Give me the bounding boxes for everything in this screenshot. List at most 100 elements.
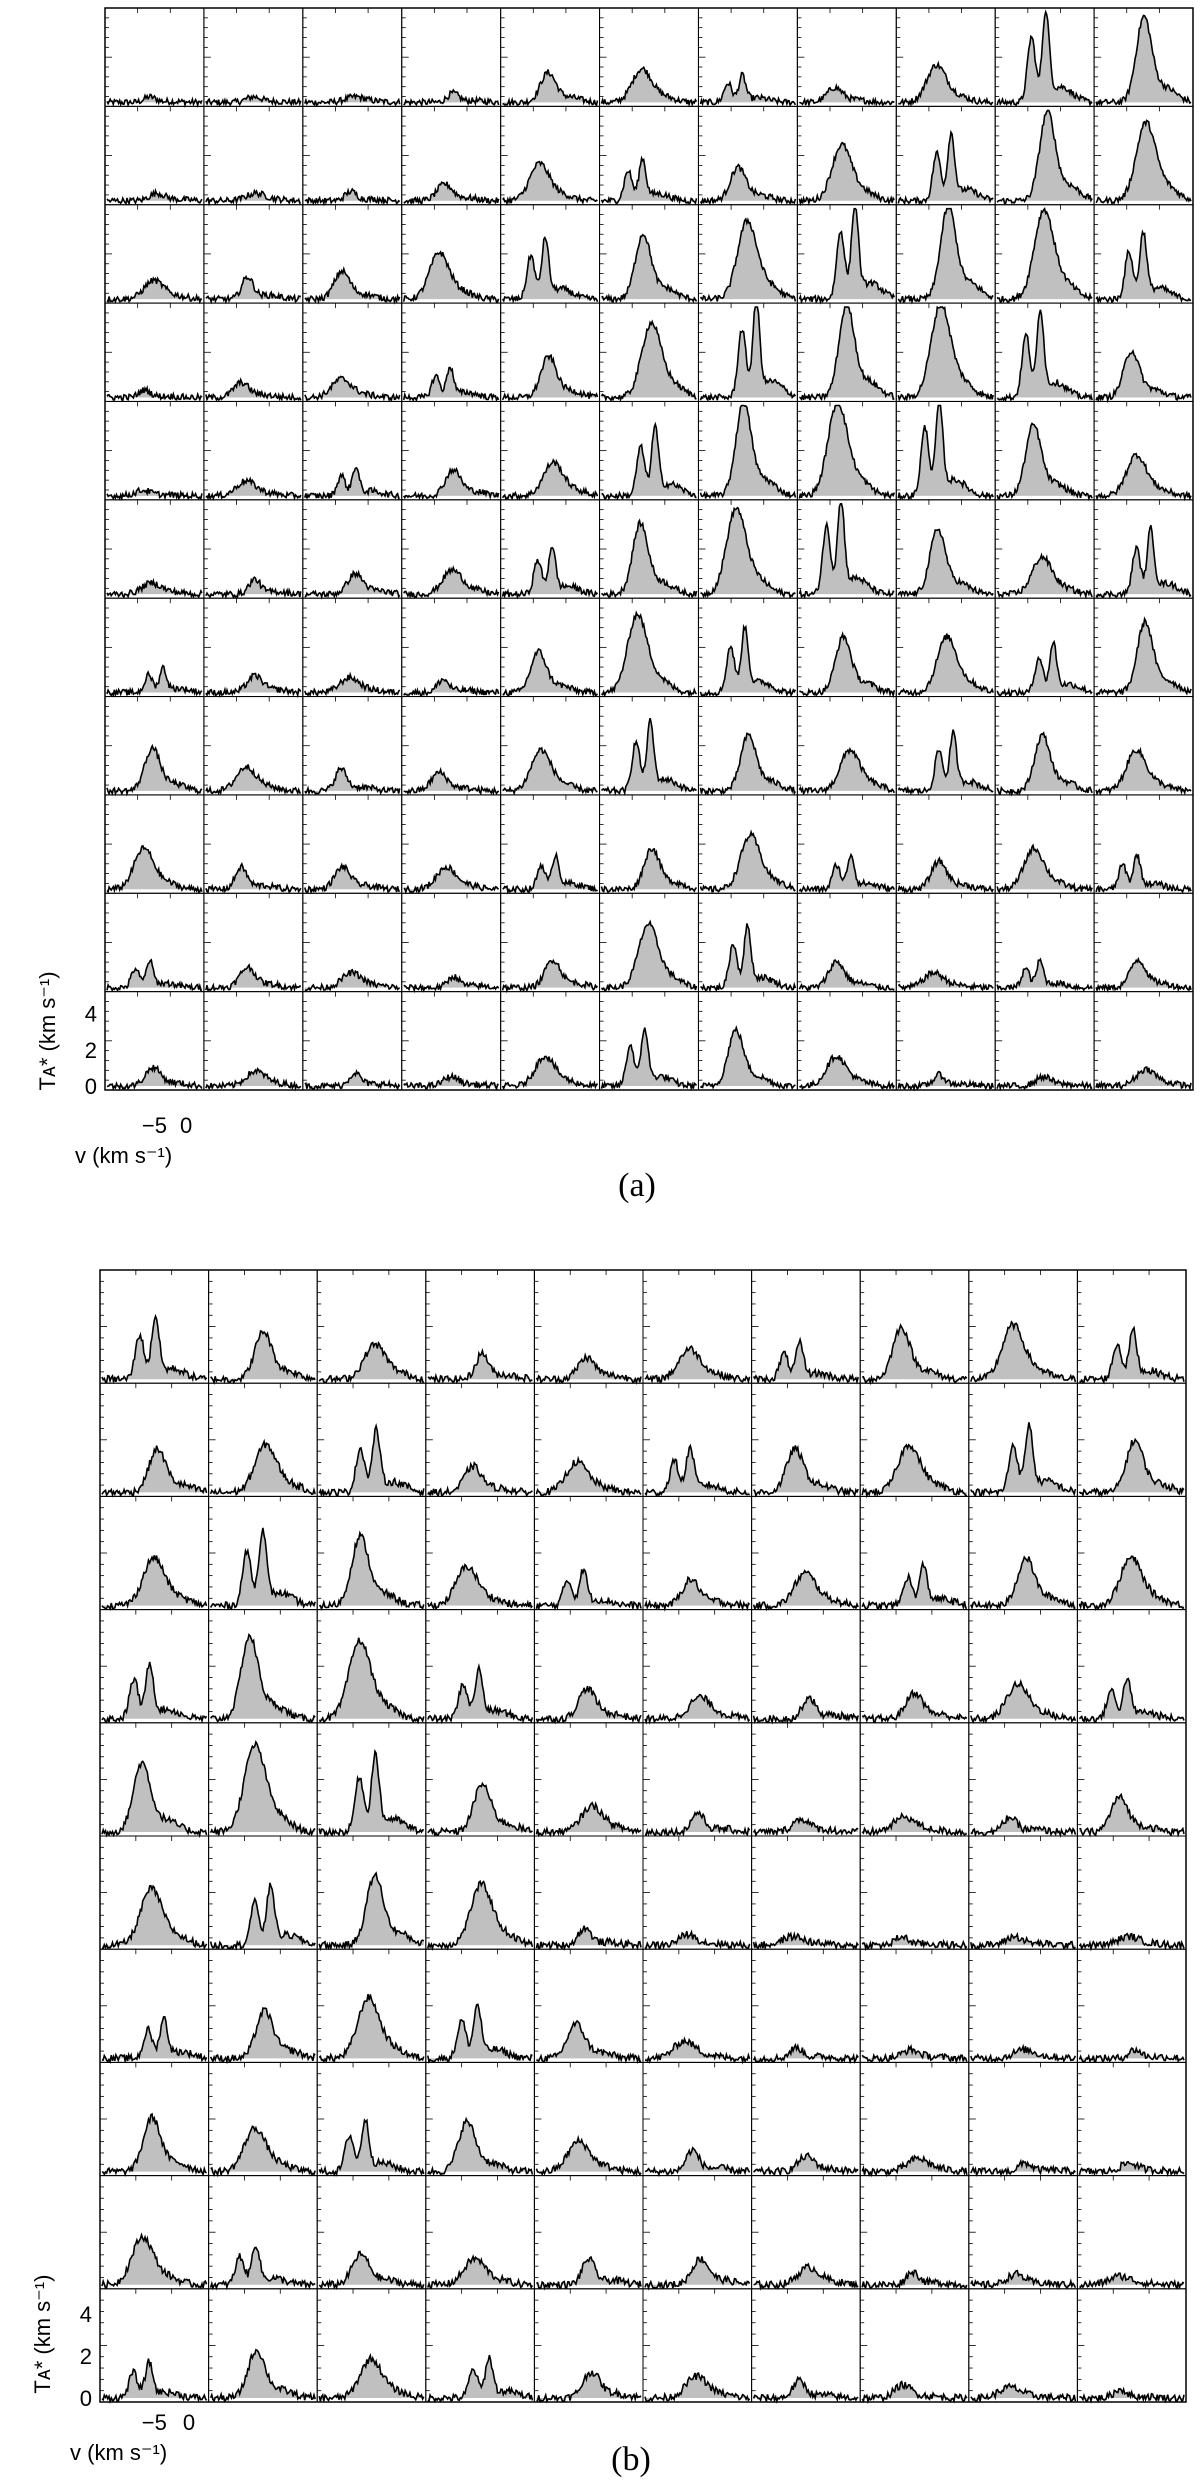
spectrum-fill [862, 2046, 967, 2062]
spectrum-fill [970, 1321, 1076, 1382]
spectrum-line [699, 306, 797, 402]
spectrum-line [101, 1661, 208, 1724]
spectrum-cell [994, 105, 1095, 206]
spectrum-line [970, 2269, 1077, 2290]
spectrum-fill [700, 733, 796, 794]
spectrum-cell [208, 2175, 318, 2291]
spectrum-line [1079, 1792, 1185, 1838]
spectrum-line [600, 847, 698, 894]
spectrum-fill [210, 2008, 316, 2062]
spectrum-cell [599, 794, 699, 894]
spectrum-fill [862, 1562, 967, 1609]
y-tick-label: 2 [85, 1038, 97, 1063]
spectrum-line [600, 319, 697, 403]
spectrum-fill [1096, 749, 1191, 794]
spectrum-line [536, 2019, 642, 2065]
spectrum-cell [203, 499, 304, 600]
spectrum-fill [205, 577, 301, 597]
spectrum-cell [302, 204, 403, 305]
spectrum-cell [599, 991, 699, 1091]
spectrum-cell [533, 2288, 644, 2404]
spectrum-fill [700, 626, 796, 696]
spectrum-fill [502, 161, 598, 204]
spectrum-line [1095, 14, 1192, 108]
spectrum-line [752, 1569, 859, 1612]
spectrum-fill [205, 1068, 301, 1089]
spectrum-fill [862, 2270, 967, 2288]
spectrum-cell [697, 597, 798, 698]
spectrum-fill [107, 94, 202, 106]
spectrum-fill [1096, 1067, 1191, 1089]
spectrum-cell [302, 7, 403, 107]
spectrum-line [101, 2015, 208, 2064]
spectrum-cell [401, 302, 502, 403]
cell-border [859, 1948, 970, 2063]
spectrum-line [897, 305, 994, 403]
spectrum-line [644, 1693, 751, 1725]
spectrum-fill [502, 460, 598, 499]
spectrum-line [600, 718, 697, 797]
cell-border [859, 2288, 970, 2403]
spectrum-line [205, 672, 302, 699]
spectrum-cell [697, 105, 798, 206]
cell-border [859, 1722, 970, 1837]
spectrum-cell [751, 1269, 861, 1385]
spectrum-cell [968, 1269, 1078, 1384]
spectrum-line [502, 746, 598, 796]
spectrum-fill [502, 649, 598, 696]
cell-border [1076, 1948, 1187, 2063]
x-tick-label: −5 [142, 2410, 167, 2435]
spectrum-line [699, 404, 797, 500]
spectrum-line [644, 1345, 751, 1385]
spectrum-cell [203, 991, 304, 1092]
spectrum-line [970, 2158, 1076, 2178]
spectrum-fill [799, 1055, 895, 1089]
spectrum-fill [210, 1441, 316, 1495]
spectrum-cell [968, 1722, 1078, 1839]
cell-border [642, 1835, 753, 1950]
spectrum-cell [316, 1722, 427, 1838]
spectrum-cell [99, 1835, 210, 1951]
spectrum-line [600, 518, 698, 599]
spectrum-cell [751, 1948, 861, 2065]
spectrum-line [205, 861, 302, 894]
spectrum-cell [642, 2061, 753, 2178]
spectrum-cell [99, 1722, 210, 1839]
spectrum-line [699, 71, 797, 107]
spectrum-fill [319, 1873, 424, 1949]
spectrum-cell [99, 1495, 210, 1611]
spectrum-cell [500, 302, 601, 402]
spectrum-cell [316, 2288, 427, 2403]
spectrum-cell [401, 597, 502, 698]
spectrum-cell [968, 1382, 1078, 1498]
spectrum-fill [799, 634, 895, 696]
spectrum-line [209, 1882, 316, 1951]
spectrum-cell [316, 1948, 427, 2064]
spectrum-line [601, 421, 697, 501]
spectrum-line [644, 2256, 751, 2291]
spectrum-cell [316, 1495, 427, 1611]
spectrum-fill [601, 921, 697, 991]
spectrum-cell [208, 1269, 318, 1386]
spectrum-line [535, 1925, 642, 1952]
spectrum-line [106, 486, 203, 502]
spectrum-line [535, 1801, 642, 1838]
spectrum-line [427, 2354, 534, 2404]
spectrum-cell [697, 302, 798, 402]
spectrum-line [1079, 2272, 1185, 2290]
spectrum-fill [319, 1637, 424, 1722]
spectrum-fill [1096, 232, 1191, 302]
spectrum-line [101, 2232, 208, 2289]
spectrum-line [304, 968, 401, 992]
spectrum-cell [401, 892, 502, 994]
cell-border [302, 7, 403, 107]
spectrum-cell [968, 2175, 1078, 2290]
spectrum-line [897, 207, 994, 305]
spectrum-fill [799, 85, 895, 106]
spectrum-line [318, 1994, 425, 2064]
spectrum-fill [1096, 959, 1191, 991]
cell-border [1076, 2175, 1187, 2290]
spectrum-cell [533, 1382, 644, 1497]
spectrum-fill [997, 641, 1093, 696]
